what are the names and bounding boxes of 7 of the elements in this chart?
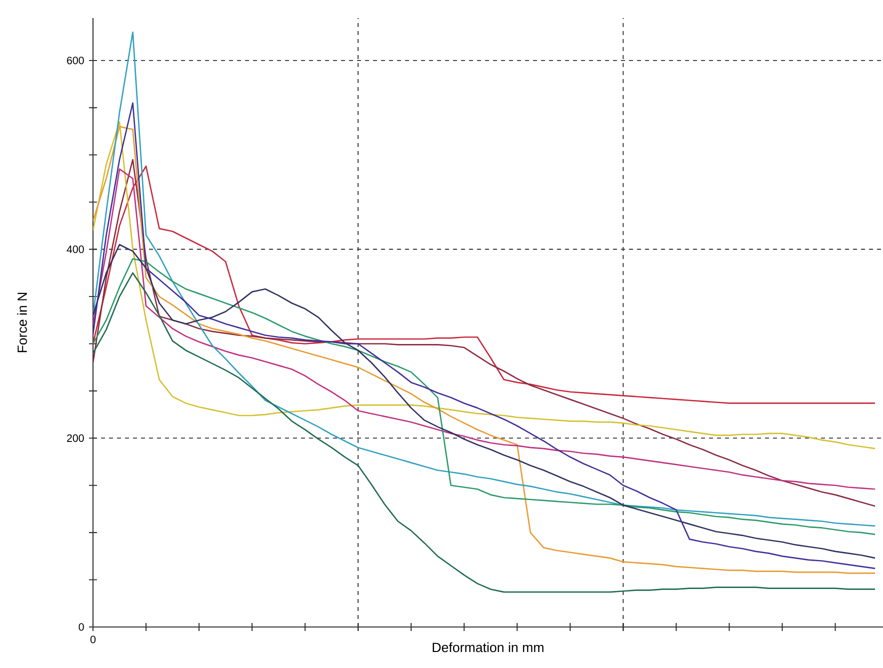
- x-axis-title: Deformation in mm: [432, 642, 544, 652]
- y-tick-label: 600: [67, 56, 84, 64]
- y-axis-title: Force in N: [17, 292, 27, 352]
- y-tick-label: 200: [67, 434, 84, 442]
- y-tick-label: 0: [78, 623, 84, 631]
- y-tick-label: 400: [66, 246, 84, 254]
- line-series: [93, 31, 876, 527]
